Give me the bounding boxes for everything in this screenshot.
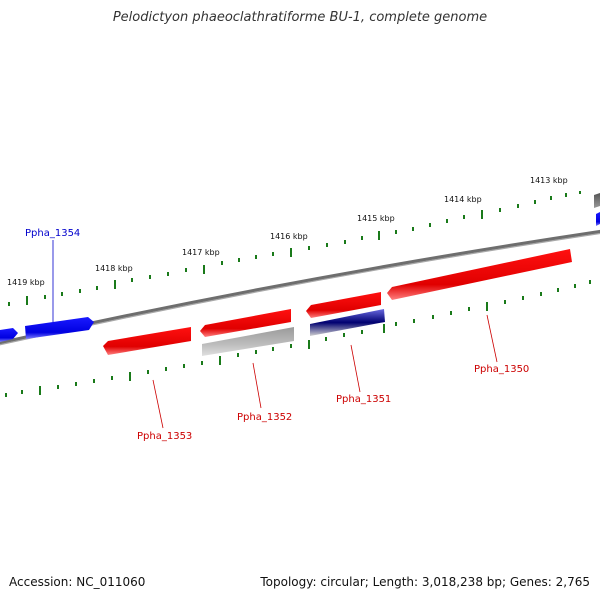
- gene-arrow-ppha-1352[interactable]: [200, 309, 291, 337]
- leader-line-ppha-1353: [152, 379, 164, 429]
- kbp-label-1415: 1415 kbp: [357, 214, 395, 223]
- genome-summary: Topology: circular; Length: 3,018,238 bp…: [260, 575, 590, 589]
- gene-bar-dark-blue[interactable]: [310, 309, 385, 336]
- kbp-label-1417: 1417 kbp: [182, 248, 220, 257]
- kbp-label-1418: 1418 kbp: [95, 264, 133, 273]
- gene-label-ppha-1353[interactable]: Ppha_1353: [137, 431, 192, 442]
- gene-arrow-forward-right-edge[interactable]: [594, 193, 600, 208]
- leader-line-ppha-1350: [486, 314, 498, 363]
- gene-arrow-ppha-1354[interactable]: [25, 317, 94, 339]
- kbp-label-1419: 1419 kbp: [7, 278, 45, 287]
- kbp-label-1413: 1413 kbp: [530, 176, 568, 185]
- genome-backbone-highlight: [0, 232, 600, 346]
- page-title: Pelodictyon phaeoclathratiforme BU-1, co…: [112, 10, 488, 25]
- gene-label-ppha-1350[interactable]: Ppha_1350: [474, 364, 529, 375]
- gene-label-ppha-1354[interactable]: Ppha_1354: [25, 228, 80, 239]
- lower-tick-ring: [5, 280, 591, 397]
- kbp-label-1414: 1414 kbp: [444, 195, 482, 204]
- gene-arrow-ppha-1353[interactable]: [103, 327, 191, 355]
- gene-arrow-blue-right-edge[interactable]: [596, 212, 600, 226]
- gene-arrow-blue-left-edge[interactable]: [0, 328, 18, 342]
- gene-label-ppha-1351[interactable]: Ppha_1351: [336, 394, 391, 405]
- gene-bar-gray[interactable]: [202, 327, 294, 356]
- gene-arrow-ppha-1350[interactable]: [387, 249, 572, 300]
- leader-line-ppha-1352: [252, 362, 262, 409]
- kbp-label-1416: 1416 kbp: [270, 232, 308, 241]
- upper-tick-ring: [8, 191, 581, 306]
- gene-arrow-ppha-1351[interactable]: [306, 292, 381, 318]
- gene-label-ppha-1352[interactable]: Ppha_1352: [237, 412, 292, 423]
- leader-line-ppha-1351: [350, 344, 361, 393]
- accession-label: Accession: NC_011060: [9, 575, 146, 589]
